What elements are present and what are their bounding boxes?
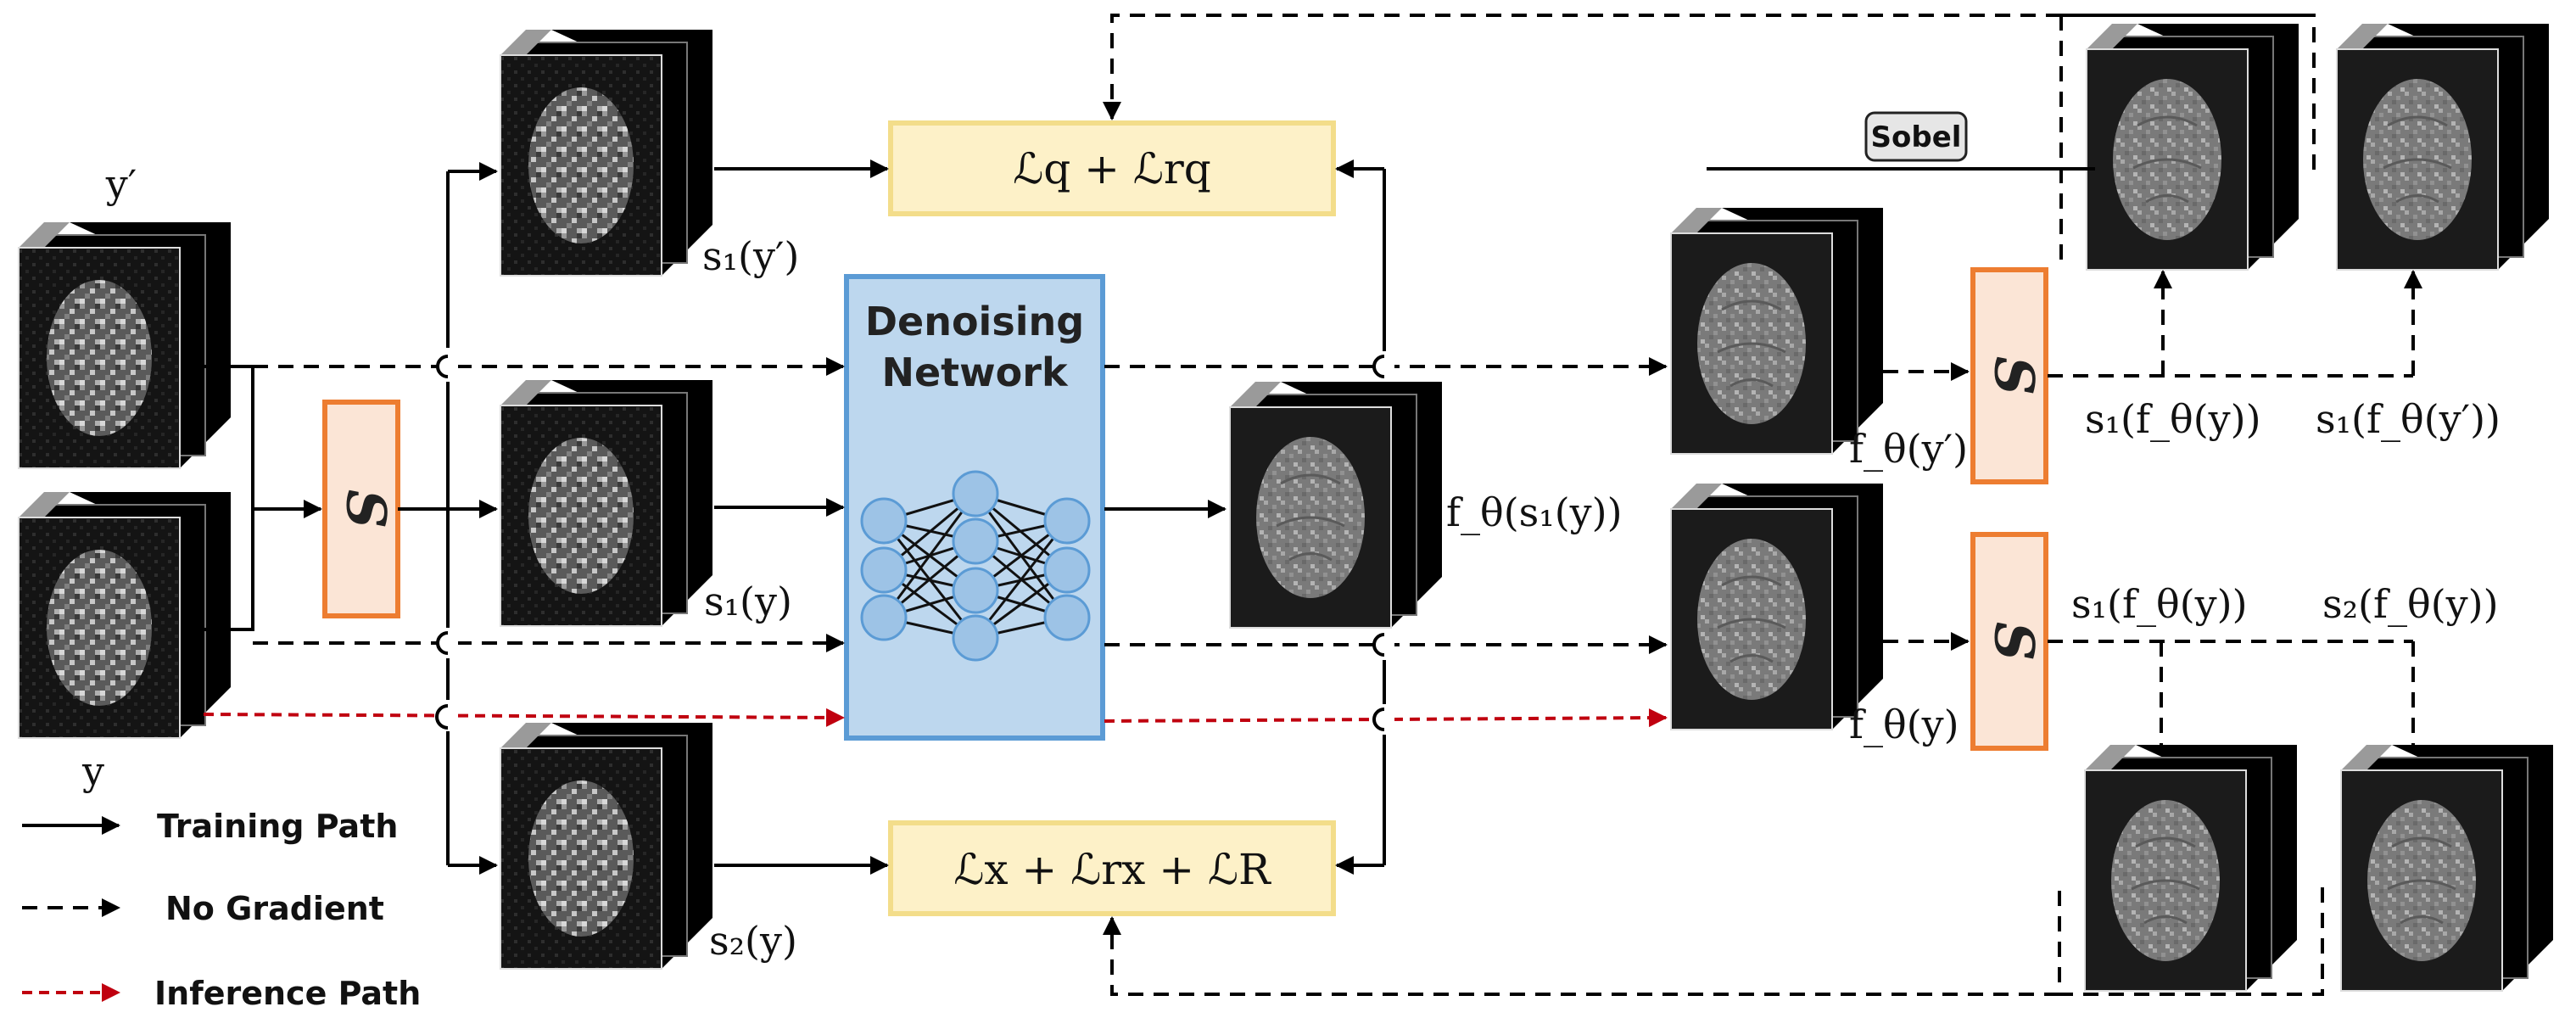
bottom-loop-to-loss <box>1103 916 2059 996</box>
legend-no-gradient-label: No Gradient <box>165 890 384 927</box>
s-sampler-top-right: S <box>1970 267 2048 484</box>
f-y-volume <box>1669 482 1885 731</box>
s-sampler-left: S <box>322 400 400 618</box>
network-title-line2: Network <box>881 350 1068 395</box>
loss-bottom-label: ℒx + ℒrx + ℒR <box>953 845 1271 894</box>
label-f-y-prime: f_θ(y′) <box>1849 426 1968 472</box>
f-y-prime-volume <box>1669 206 1885 456</box>
top-loop-to-loss <box>1103 14 2316 170</box>
s2-y-volume <box>500 722 713 970</box>
s-symbol-top-right: S <box>1982 356 2046 395</box>
label-s1-y: s₁(y) <box>704 579 792 624</box>
input-y-prime-volume <box>18 221 232 469</box>
s-symbol-bottom-right: S <box>1982 622 2046 661</box>
label-f-s1-y: f_θ(s₁(y)) <box>1446 489 1623 535</box>
label-y: y <box>81 748 104 794</box>
label-y-prime: y′ <box>105 161 137 207</box>
input-merge-line <box>185 365 254 631</box>
legend: Training Path No Gradient Inference Path <box>22 808 421 1012</box>
s1-f-y-bottom-volume <box>2083 743 2299 993</box>
loss-box-bottom: ℒx + ℒrx + ℒR <box>888 820 1336 916</box>
s-sampler-bottom-right: S <box>1970 532 2048 751</box>
label-s1-y-prime: s₁(y′) <box>702 233 799 279</box>
s1-y-prime-volume <box>500 29 713 277</box>
label-f-y: f_θ(y) <box>1849 702 1959 747</box>
denoising-network-block: Denoising Network <box>844 274 1105 741</box>
label-s2-f-y: s₂(f_θ(y)) <box>2322 581 2499 627</box>
bottom-loop <box>2058 887 2324 996</box>
s1-f-y-volume <box>2085 22 2300 271</box>
s2-f-y-volume <box>2339 743 2555 993</box>
sobel-operator: Sobel <box>1864 111 1968 162</box>
input-y-volume <box>18 491 232 739</box>
inference-in-arrow <box>203 708 845 727</box>
f-s1-y-volume <box>1228 380 1444 629</box>
label-s1-f-y-bottom: s₁(f_θ(y)) <box>2071 581 2248 627</box>
s-symbol-left: S <box>334 489 398 529</box>
legend-inference-label: Inference Path <box>154 975 421 1012</box>
line-hops <box>435 351 1394 735</box>
label-s1-f-y-top: s₁(f_θ(y)) <box>2085 396 2261 442</box>
label-s1-f-y-prime: s₁(f_θ(y′)) <box>2316 396 2501 442</box>
loss-top-label: ℒq + ℒrq <box>1013 144 1211 193</box>
s1-f-y-prime-volume <box>2335 22 2551 271</box>
label-s2-y: s₂(y) <box>709 918 797 964</box>
s1-y-volume <box>500 379 713 627</box>
loss-box-top: ℒq + ℒrq <box>888 120 1336 216</box>
legend-training-label: Training Path <box>157 808 398 845</box>
sobel-label: Sobel <box>1871 120 1962 154</box>
network-title-line1: Denoising <box>865 299 1084 344</box>
